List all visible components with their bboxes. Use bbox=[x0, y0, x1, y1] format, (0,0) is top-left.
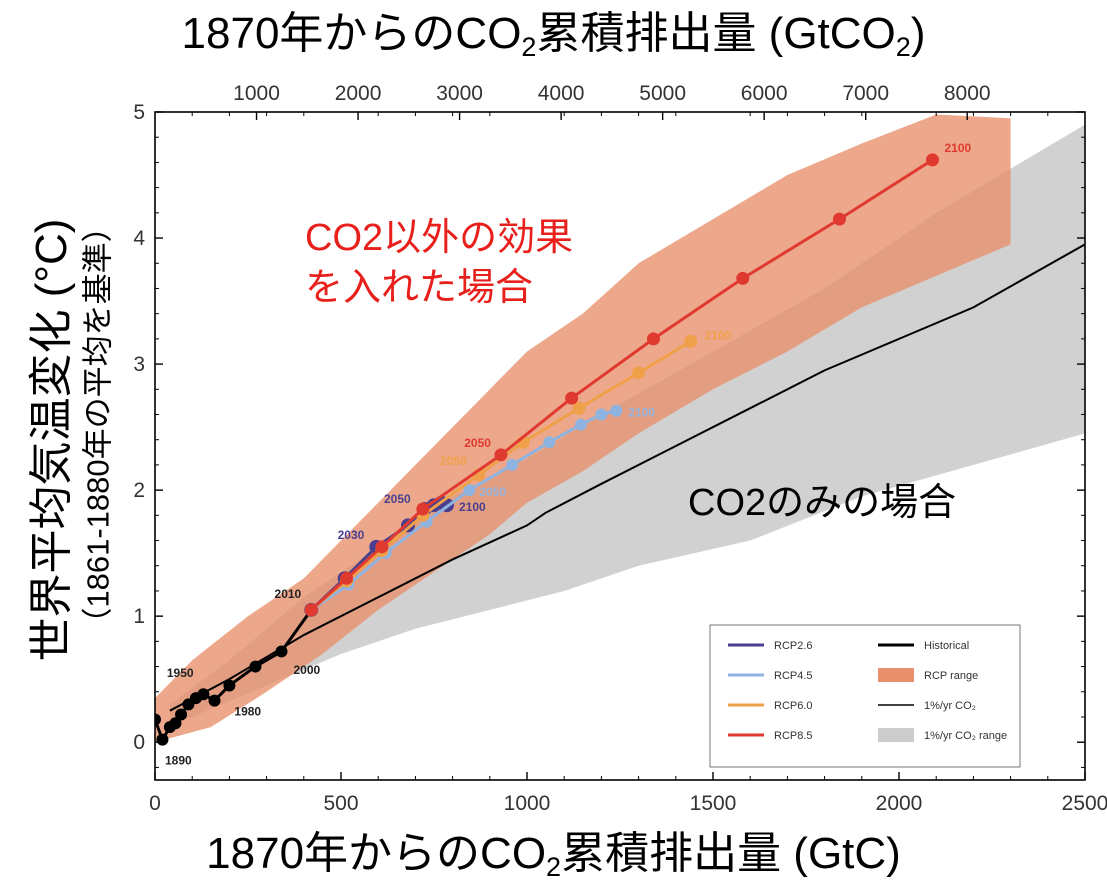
year-label: 2050 bbox=[384, 492, 411, 506]
y-tick-label: 0 bbox=[133, 731, 145, 754]
data-point-rcp8-5 bbox=[375, 540, 389, 554]
data-point-rcp8-5 bbox=[416, 502, 430, 516]
data-point-rcp8-5 bbox=[832, 212, 846, 226]
data-point-rcp6-0 bbox=[632, 366, 646, 380]
top-tick-label: 4000 bbox=[538, 82, 585, 105]
year-label: 2100 bbox=[459, 500, 486, 514]
annotation-text: を入れた場合 bbox=[305, 267, 533, 309]
plot-frame bbox=[154, 111, 1086, 781]
year-label: 2050 bbox=[464, 436, 491, 450]
x-tick-label: 0 bbox=[149, 792, 161, 815]
data-point-rcp8-5 bbox=[646, 332, 660, 346]
year-label: 2010 bbox=[275, 587, 302, 601]
data-point-rcp8-5 bbox=[925, 153, 939, 167]
x-tick-label: 2000 bbox=[876, 792, 923, 815]
year-label: 2100 bbox=[944, 141, 971, 155]
top-tick-label: 6000 bbox=[741, 82, 788, 105]
data-point-historical bbox=[223, 679, 236, 692]
legend-label: Historical bbox=[924, 640, 969, 652]
data-point-rcp8-5 bbox=[340, 571, 354, 585]
top-tick-label: 3000 bbox=[436, 82, 483, 105]
year-label: 2050 bbox=[440, 454, 467, 468]
annotation-text: CO2以外の効果 bbox=[305, 217, 573, 259]
data-point-rcp6-0 bbox=[572, 401, 586, 415]
data-point-rcp8-5 bbox=[736, 271, 750, 285]
data-point-historical bbox=[249, 660, 262, 673]
y-tick-label: 2 bbox=[133, 479, 145, 502]
legend-box bbox=[709, 624, 1021, 768]
y-tick-label: 1 bbox=[133, 605, 145, 628]
top-axis-title: 1870年からのCO2累積排出量 (GtCO2) bbox=[181, 9, 926, 62]
data-point-historical bbox=[208, 694, 221, 707]
top-tick-label: 8000 bbox=[944, 82, 991, 105]
data-point-rcp6-0 bbox=[684, 334, 698, 348]
x-tick-label: 1500 bbox=[690, 792, 737, 815]
data-point-rcp4-5 bbox=[574, 418, 587, 431]
x-tick-label: 500 bbox=[323, 792, 358, 815]
year-label: 1950 bbox=[167, 666, 194, 680]
series-line-rcp4-5 bbox=[310, 409, 617, 612]
data-point-rcp2-6 bbox=[400, 518, 415, 533]
data-point-rcp4-5 bbox=[543, 436, 556, 449]
data-point-historical bbox=[175, 708, 188, 721]
year-label: 2050 bbox=[479, 485, 506, 499]
year-label: 1980 bbox=[234, 705, 261, 719]
legend-swatch bbox=[878, 668, 914, 682]
year-label: 2030 bbox=[338, 528, 365, 542]
legend-label: RCP8.5 bbox=[774, 730, 813, 742]
y-tick-label: 3 bbox=[133, 353, 145, 376]
top-tick-label: 1000 bbox=[233, 82, 280, 105]
data-point-rcp4-5 bbox=[506, 458, 519, 471]
annotation-text: CO2のみの場合 bbox=[688, 482, 956, 524]
top-tick-label: 2000 bbox=[335, 82, 382, 105]
data-point-historical bbox=[275, 645, 288, 658]
data-point-rcp4-5 bbox=[595, 408, 608, 421]
year-label: 1890 bbox=[165, 754, 192, 768]
year-label: 2100 bbox=[705, 328, 732, 342]
data-point-historical bbox=[169, 717, 182, 730]
y-tick-label: 4 bbox=[133, 227, 145, 250]
legend-label: RCP2.6 bbox=[774, 640, 813, 652]
legend-label: RCP6.0 bbox=[774, 700, 813, 712]
legend-label: RCP4.5 bbox=[774, 670, 813, 682]
data-point-historical bbox=[156, 733, 169, 746]
x-axis-title: 1870年からのCO2累積排出量 (GtC) bbox=[206, 829, 901, 882]
y-tick-label: 5 bbox=[133, 101, 145, 124]
legend-label: 1%/yr CO₂ bbox=[924, 700, 976, 712]
data-point-rcp8-5 bbox=[304, 603, 318, 617]
data-point-rcp8-5 bbox=[494, 448, 508, 462]
legend-swatch bbox=[878, 728, 914, 742]
data-point-rcp4-5 bbox=[610, 404, 623, 417]
legend-label: RCP range bbox=[924, 670, 978, 682]
series-line-rcp8-5 bbox=[310, 158, 934, 611]
x-tick-label: 2500 bbox=[1062, 792, 1107, 815]
x-tick-label: 1000 bbox=[504, 792, 551, 815]
year-label: 2100 bbox=[628, 406, 655, 420]
data-point-rcp4-5 bbox=[463, 484, 476, 497]
top-tick-label: 5000 bbox=[639, 82, 686, 105]
data-point-rcp8-5 bbox=[565, 391, 579, 405]
year-label: 2000 bbox=[293, 663, 320, 677]
legend-label: 1%/yr CO₂ range bbox=[924, 730, 1007, 742]
top-tick-label: 7000 bbox=[842, 82, 889, 105]
series-line-1-yr-co bbox=[169, 243, 1085, 712]
